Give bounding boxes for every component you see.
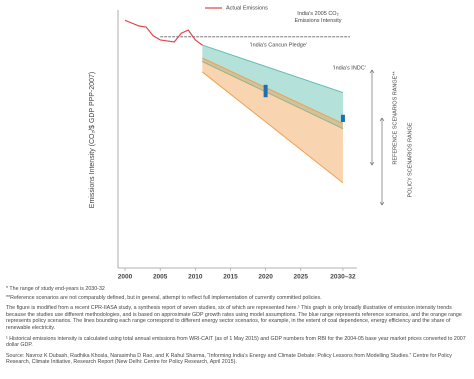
- x-tick-label: 2025: [294, 274, 309, 281]
- arrow: [379, 117, 385, 206]
- marker-label: 'India's Cancun Pledge': [250, 42, 307, 48]
- note: Source: Navroz K Dubash, Radhika Khosla,…: [6, 352, 452, 366]
- scenario-band: [202, 45, 343, 129]
- reference-label: India's 2005 CO₂ Emissions Intensity: [294, 11, 341, 24]
- note: **Reference scenarios are not comparably…: [6, 294, 322, 301]
- x-tick-label: 2020: [258, 274, 273, 281]
- note: * The range of study end-years is 2030-3…: [6, 286, 105, 292]
- actual-line: [124, 19, 203, 46]
- band-edge: [202, 61, 344, 130]
- band-edge: [202, 71, 344, 184]
- band-edge: [202, 44, 344, 94]
- marker: [263, 84, 268, 98]
- marker: [340, 114, 345, 122]
- x-tick-label: 2030–32: [330, 274, 356, 281]
- marker-label: 'India's INDC': [333, 65, 366, 71]
- x-tick-label: 2010: [188, 274, 203, 281]
- arrow: [369, 69, 375, 166]
- legend-label: Actual Emissions: [226, 5, 268, 11]
- y-axis-label: Emissions Intensity (CO₂/$ GDP PPP-2007): [89, 72, 96, 208]
- band-edge: [202, 57, 344, 124]
- x-tick-label: 2015: [223, 274, 238, 281]
- note: ¹ Historical emissions intensity is calc…: [6, 335, 466, 349]
- chart: Emissions Intensity (CO₂/$ GDP PPP-2007)…: [89, 5, 414, 281]
- x-tick-label: 2005: [153, 274, 168, 281]
- note: The figure is modified from a recent CPR…: [6, 305, 462, 331]
- x-tick-label: 2000: [118, 274, 133, 281]
- notes: * The range of study end-years is 2030-3…: [6, 286, 468, 368]
- scenario-band: [202, 57, 343, 183]
- range-label: REFERENCE SCENARIOS RANGE**: [392, 71, 398, 165]
- range-label: POLICY SCENARIOS RANGE: [407, 122, 413, 197]
